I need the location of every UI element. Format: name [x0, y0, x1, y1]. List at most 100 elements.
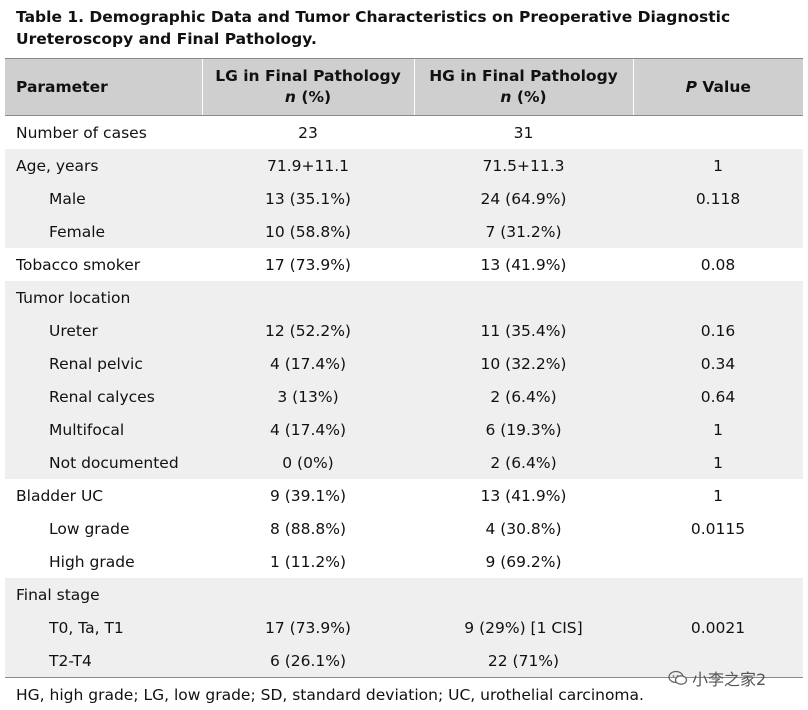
- lg-cell: 8 (88.8%): [269, 519, 347, 538]
- param-cell: T0, Ta, T1: [5, 611, 202, 644]
- table-row: Not documented 0 (0%) 2 (6.4%) 1: [5, 446, 803, 479]
- header-hg-n: n: [500, 88, 512, 106]
- hg-cell: 6 (19.3%): [414, 413, 633, 446]
- lg-cell: 0 (0%): [202, 446, 414, 479]
- p-cell: [633, 644, 803, 678]
- p-cell: [633, 215, 803, 248]
- table-row: T2-T4 6 (26.1%) 22 (71%): [5, 644, 803, 678]
- p-cell: 0.118: [633, 182, 803, 215]
- table-row: T0, Ta, T1 17 (73.9%) 9 (29%) [1 CIS] 0.…: [5, 611, 803, 644]
- table-row: Female 10 (58.8%) 7 (31.2%): [5, 215, 803, 248]
- header-hg-pct: (%): [516, 88, 547, 106]
- hg-cell: 31: [513, 123, 534, 142]
- lg-cell: 4 (17.4%): [202, 413, 414, 446]
- param-cell: Number of cases: [16, 123, 147, 142]
- lg-cell: 12 (52.2%): [202, 314, 414, 347]
- p-cell: 1: [713, 486, 723, 505]
- table-row: Male 13 (35.1%) 24 (64.9%) 0.118: [5, 182, 803, 215]
- p-cell: 1: [633, 413, 803, 446]
- table-row: Renal calyces 3 (13%) 2 (6.4%) 0.64: [5, 380, 803, 413]
- p-cell: 0.08: [700, 255, 736, 274]
- table-row: Tobacco smoker 17 (73.9%) 13 (41.9%) 0.0…: [5, 248, 803, 281]
- hg-cell: 71.5+11.3: [414, 149, 633, 182]
- watermark: 小李之家2: [668, 666, 766, 690]
- hg-cell: 22 (71%): [414, 644, 633, 678]
- hg-cell: [414, 578, 633, 611]
- table-row: Number of cases 23 31: [5, 116, 803, 150]
- header-p: P: [685, 77, 697, 96]
- table-row: Final stage: [5, 578, 803, 611]
- hg-cell: 4 (30.8%): [485, 519, 562, 538]
- table-caption: Table 1. Demographic Data and Tumor Char…: [16, 8, 731, 48]
- header-lg-title: LG in Final Pathology: [215, 67, 401, 85]
- hg-cell: 13 (41.9%): [480, 486, 567, 505]
- p-cell: 1: [633, 446, 803, 479]
- param-cell: Male: [5, 182, 202, 215]
- table-row: Age, years 71.9+11.1 71.5+11.3 1: [5, 149, 803, 182]
- header-lg-pct: (%): [301, 88, 332, 106]
- param-cell: Renal pelvic: [5, 347, 202, 380]
- lg-cell: 71.9+11.1: [202, 149, 414, 182]
- param-cell: Renal calyces: [5, 380, 202, 413]
- param-cell: Tumor location: [5, 281, 202, 314]
- header-hg: HG in Final Pathology n (%): [413, 58, 633, 116]
- header-pvalue: P Value: [632, 58, 803, 116]
- param-cell: Tobacco smoker: [16, 255, 141, 274]
- hg-cell: 24 (64.9%): [414, 182, 633, 215]
- lg-cell: 6 (26.1%): [202, 644, 414, 678]
- p-cell: 0.0021: [633, 611, 803, 644]
- table-row: Tumor location: [5, 281, 803, 314]
- lg-cell: 3 (13%): [202, 380, 414, 413]
- header-lg-sub: n (%): [203, 87, 414, 108]
- hg-cell: 13 (41.9%): [480, 255, 567, 274]
- wechat-icon: [668, 670, 688, 685]
- hg-cell: 7 (31.2%): [414, 215, 633, 248]
- table-row: Low grade 8 (88.8%) 4 (30.8%) 0.0115: [5, 512, 803, 545]
- header-hg-sub: n (%): [415, 87, 633, 108]
- header-hg-title: HG in Final Pathology: [429, 67, 618, 85]
- hg-cell: 10 (32.2%): [414, 347, 633, 380]
- p-cell: 0.34: [633, 347, 803, 380]
- param-cell: Age, years: [5, 149, 202, 182]
- p-cell: 0.64: [633, 380, 803, 413]
- p-cell: [633, 116, 803, 150]
- p-cell: 1: [633, 149, 803, 182]
- watermark-text: 小李之家2: [692, 670, 767, 689]
- p-cell: 0.16: [633, 314, 803, 347]
- lg-cell: 17 (73.9%): [202, 611, 414, 644]
- header-parameter: Parameter: [5, 58, 202, 116]
- param-cell: Ureter: [5, 314, 202, 347]
- hg-cell: 9 (29%) [1 CIS]: [414, 611, 633, 644]
- hg-cell: 9 (69.2%): [485, 552, 562, 571]
- lg-cell: 1 (11.2%): [269, 552, 347, 571]
- param-cell: T2-T4: [5, 644, 202, 678]
- param-cell: Multifocal: [5, 413, 202, 446]
- table-row: Renal pelvic 4 (17.4%) 10 (32.2%) 0.34: [5, 347, 803, 380]
- param-cell: High grade: [49, 552, 135, 571]
- lg-cell: [202, 281, 414, 314]
- header-lg: LG in Final Pathology n (%): [201, 58, 414, 116]
- hg-cell: 11 (35.4%): [414, 314, 633, 347]
- lg-cell: 17 (73.9%): [265, 255, 351, 274]
- table-footnote: HG, high grade; LG, low grade; SD, stand…: [16, 686, 644, 704]
- param-cell: Bladder UC: [16, 486, 104, 505]
- p-cell: [633, 281, 803, 314]
- lg-cell: 4 (17.4%): [202, 347, 414, 380]
- lg-cell: 9 (39.1%): [269, 486, 347, 505]
- data-table: Parameter LG in Final Pathology n (%) HG…: [5, 58, 803, 678]
- header-value: Value: [702, 77, 751, 96]
- table-row: Bladder UC 9 (39.1%) 13 (41.9%) 1: [5, 479, 803, 512]
- p-cell: [633, 578, 803, 611]
- hg-cell: [414, 281, 633, 314]
- param-cell: Final stage: [5, 578, 202, 611]
- table-row: Ureter 12 (52.2%) 11 (35.4%) 0.16: [5, 314, 803, 347]
- param-cell: Low grade: [49, 519, 130, 538]
- hg-cell: 2 (6.4%): [414, 446, 633, 479]
- param-cell: Not documented: [5, 446, 202, 479]
- table-row: High grade 1 (11.2%) 9 (69.2%): [5, 545, 803, 578]
- table-row: Multifocal 4 (17.4%) 6 (19.3%) 1: [5, 413, 803, 446]
- lg-cell: 13 (35.1%): [202, 182, 414, 215]
- hg-cell: 2 (6.4%): [414, 380, 633, 413]
- param-cell: Female: [5, 215, 202, 248]
- lg-cell: [202, 578, 414, 611]
